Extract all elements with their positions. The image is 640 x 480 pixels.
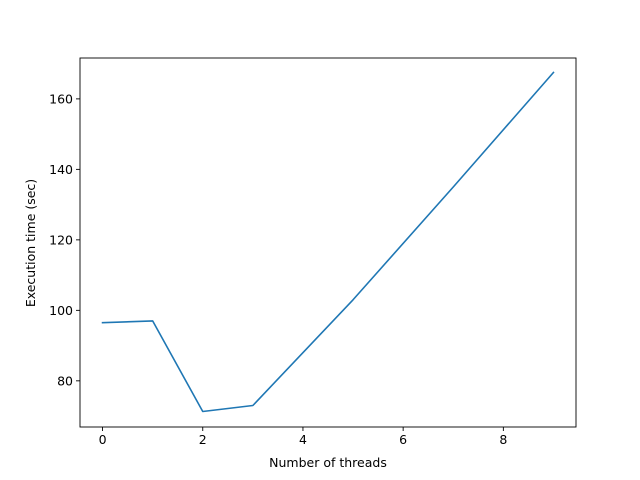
x-axis-label: Number of threads: [269, 455, 387, 470]
y-tick-label: 100: [49, 303, 73, 318]
x-tick-label: 2: [199, 432, 207, 447]
axes: 0 2 4 6 8 80 100 120 140 160: [49, 57, 577, 447]
series-line-1: [101, 71, 555, 413]
x-tick-label: 6: [399, 432, 407, 447]
x-tick-label: 8: [499, 432, 507, 447]
x-tick-label: 0: [99, 432, 107, 447]
y-tick-label: 80: [57, 373, 73, 388]
y-axis-label: Execution time (sec): [23, 179, 38, 307]
y-tick-label: 160: [49, 91, 73, 106]
plot-area: [101, 71, 555, 413]
y-tick-label: 120: [49, 232, 73, 247]
axes-frame: [79, 57, 577, 428]
y-tick-label: 140: [49, 162, 73, 177]
x-tick-label: 4: [299, 432, 307, 447]
